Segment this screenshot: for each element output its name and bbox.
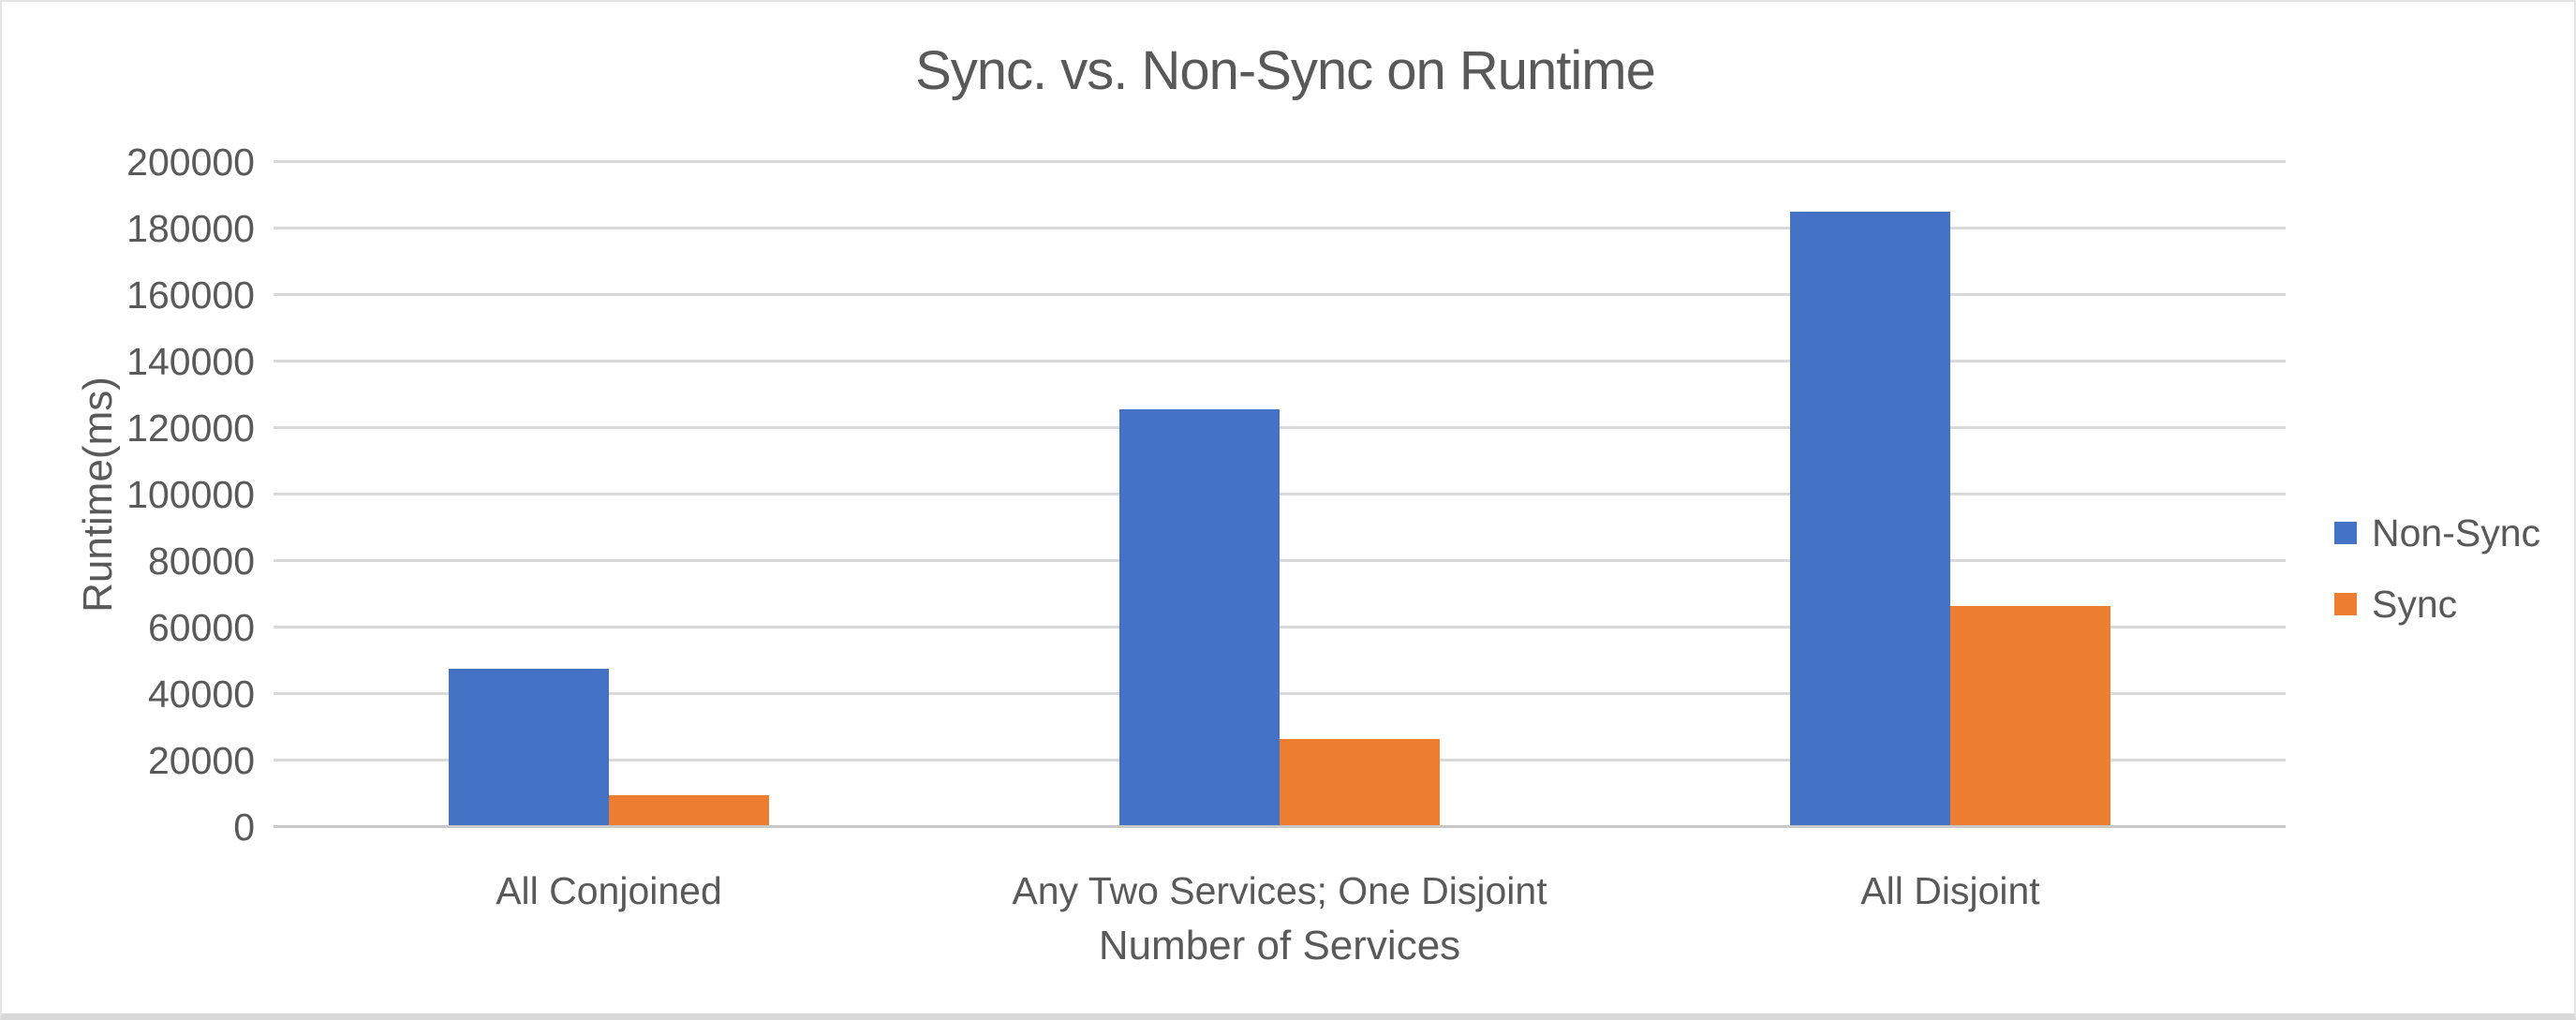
bar-sync: [609, 795, 769, 825]
gridline: [274, 293, 2286, 296]
chart-title: Sync. vs. Non-Sync on Runtime: [915, 40, 1656, 101]
y-tick-label: 180000: [126, 207, 255, 250]
y-tick-label: 60000: [147, 606, 255, 649]
legend-marker-icon: [2334, 522, 2357, 544]
x-axis-title: Number of Services: [1098, 923, 1461, 968]
bar-non-sync: [449, 669, 609, 825]
gridline: [274, 360, 2286, 362]
legend-marker-icon: [2334, 593, 2357, 615]
legend-label: Non-Sync: [2372, 511, 2541, 554]
bar-non-sync: [1119, 409, 1280, 825]
legend-item-sync: Sync: [2334, 582, 2540, 627]
x-category-label: Any Two Services; One Disjoint: [1012, 869, 1547, 912]
gridline: [274, 227, 2286, 229]
bar-sync: [1280, 739, 1440, 825]
y-tick-label: 40000: [147, 673, 255, 716]
legend-label: Sync: [2372, 583, 2458, 626]
bar-sync: [1950, 606, 2110, 825]
gridline: [274, 160, 2286, 163]
gridline: [274, 559, 2286, 562]
y-tick-label: 140000: [126, 340, 255, 383]
gridline: [274, 426, 2286, 429]
gridline: [274, 692, 2286, 695]
y-tick-label: 80000: [147, 540, 255, 583]
x-category-label: All Conjoined: [496, 869, 722, 912]
y-tick-label: 160000: [126, 273, 255, 317]
plot-area: [274, 152, 2286, 830]
y-tick-label: 120000: [126, 407, 255, 450]
zero-axis-line: [274, 825, 2286, 828]
y-tick-label: 0: [233, 806, 255, 849]
bar-non-sync: [1790, 212, 1950, 825]
legend-item-non-sync: Non-Sync: [2334, 510, 2540, 555]
y-tick-label: 200000: [126, 140, 255, 184]
gridline: [274, 493, 2286, 495]
legend: Non-Sync Sync: [2334, 510, 2540, 627]
x-category-label: All Disjoint: [1860, 869, 2040, 912]
gridline: [274, 626, 2286, 628]
y-tick-label: 100000: [126, 473, 255, 516]
y-tick-label: 20000: [147, 739, 255, 782]
